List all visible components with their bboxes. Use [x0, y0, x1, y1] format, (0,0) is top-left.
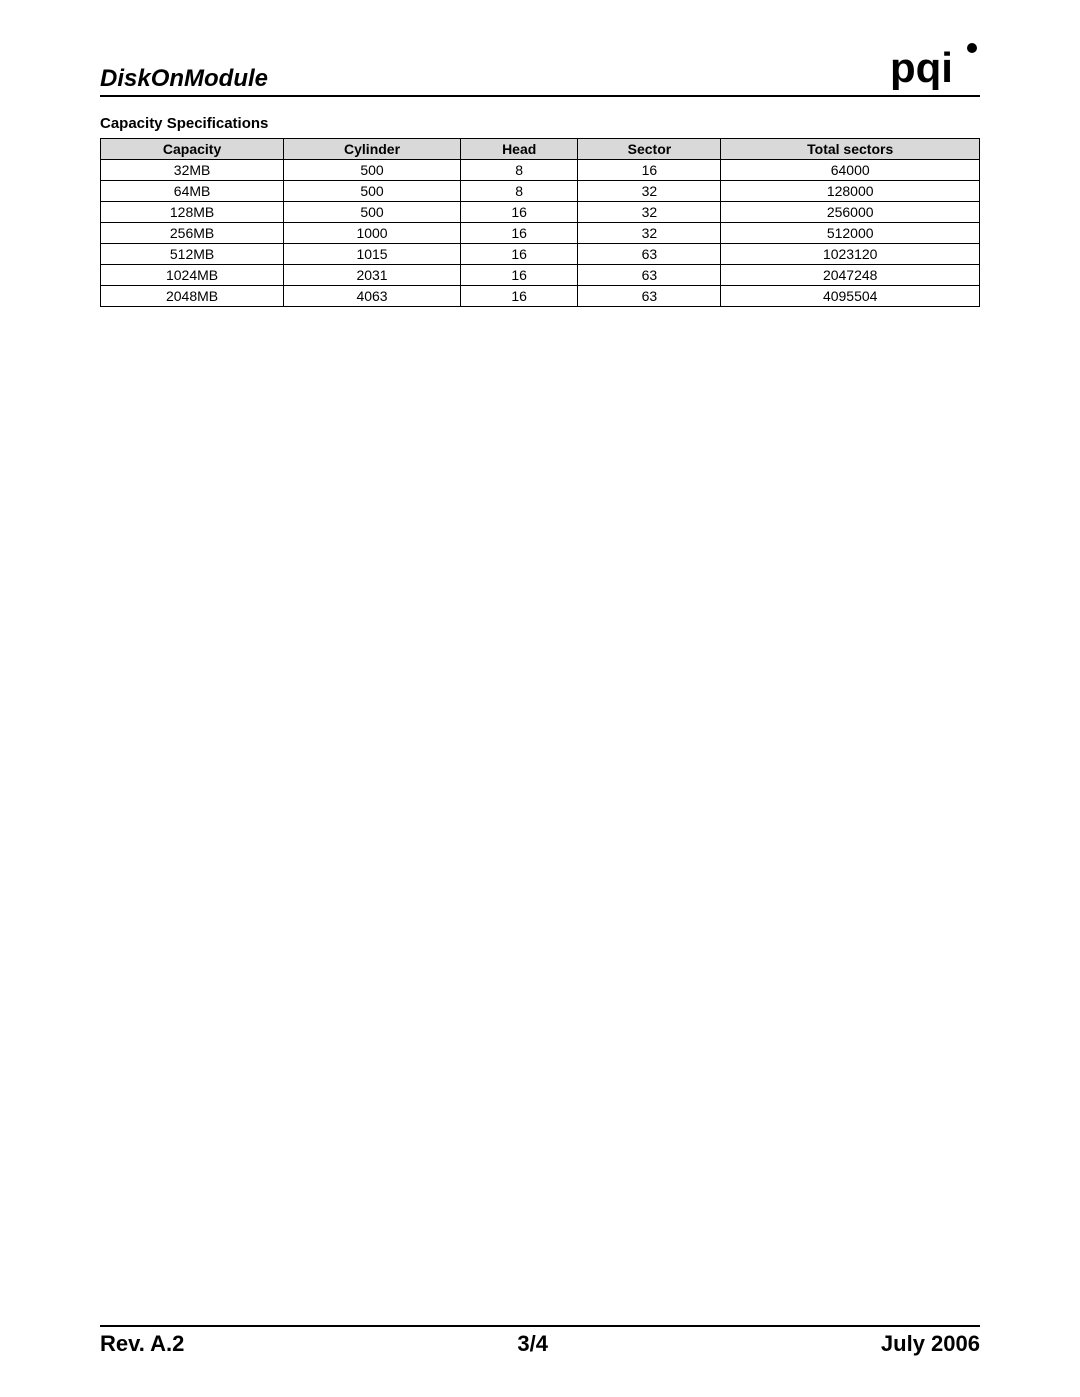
capacity-table: Capacity Cylinder Head Sector Total sect…: [100, 138, 980, 307]
section-title: Capacity Specifications: [100, 115, 980, 132]
table-row: 2048MB406316634095504: [101, 286, 980, 307]
table-cell: 2031: [284, 265, 461, 286]
table-cell: 32MB: [101, 160, 284, 181]
table-cell: 512000: [721, 223, 980, 244]
table-cell: 128MB: [101, 202, 284, 223]
col-total-sectors: Total sectors: [721, 139, 980, 160]
table-cell: 32: [578, 223, 721, 244]
table-cell: 2047248: [721, 265, 980, 286]
table-cell: 16: [578, 160, 721, 181]
table-row: 128MB5001632256000: [101, 202, 980, 223]
table-header-row: Capacity Cylinder Head Sector Total sect…: [101, 139, 980, 160]
table-cell: 16: [460, 265, 578, 286]
svg-text:pqi: pqi: [890, 44, 953, 90]
table-cell: 128000: [721, 181, 980, 202]
brand-logo: pqi ®: [890, 40, 980, 95]
col-cylinder: Cylinder: [284, 139, 461, 160]
table-cell: 16: [460, 286, 578, 307]
table-cell: 64MB: [101, 181, 284, 202]
document-title: DiskOnModule: [100, 65, 268, 93]
table-row: 256MB10001632512000: [101, 223, 980, 244]
footer-rev: Rev. A.2: [100, 1331, 184, 1357]
table-cell: 1015: [284, 244, 461, 265]
table-cell: 8: [460, 160, 578, 181]
col-capacity: Capacity: [101, 139, 284, 160]
table-cell: 500: [284, 202, 461, 223]
table-cell: 16: [460, 244, 578, 265]
table-cell: 16: [460, 223, 578, 244]
footer-date: July 2006: [881, 1331, 980, 1357]
table-cell: 2048MB: [101, 286, 284, 307]
table-cell: 63: [578, 244, 721, 265]
table-cell: 1000: [284, 223, 461, 244]
table-cell: 32: [578, 181, 721, 202]
table-body: 32MB5008166400064MB500832128000128MB5001…: [101, 160, 980, 307]
table-cell: 256MB: [101, 223, 284, 244]
header: DiskOnModule pqi ®: [100, 40, 980, 97]
table-cell: 63: [578, 286, 721, 307]
table-cell: 4095504: [721, 286, 980, 307]
page: DiskOnModule pqi ® Capacity Specificatio…: [100, 40, 980, 1357]
table-cell: 512MB: [101, 244, 284, 265]
table-cell: 256000: [721, 202, 980, 223]
table-cell: 64000: [721, 160, 980, 181]
table-cell: 8: [460, 181, 578, 202]
table-cell: 1023120: [721, 244, 980, 265]
table-cell: 32: [578, 202, 721, 223]
table-cell: 500: [284, 160, 461, 181]
table-row: 32MB50081664000: [101, 160, 980, 181]
footer: Rev. A.2 3/4 July 2006: [100, 1325, 980, 1357]
col-sector: Sector: [578, 139, 721, 160]
table-row: 1024MB203116632047248: [101, 265, 980, 286]
table-cell: 1024MB: [101, 265, 284, 286]
table-row: 512MB101516631023120: [101, 244, 980, 265]
footer-page: 3/4: [517, 1331, 548, 1357]
pqi-logo-icon: pqi ®: [890, 40, 980, 90]
table-cell: 16: [460, 202, 578, 223]
table-cell: 500: [284, 181, 461, 202]
table-cell: 4063: [284, 286, 461, 307]
table-row: 64MB500832128000: [101, 181, 980, 202]
col-head: Head: [460, 139, 578, 160]
table-cell: 63: [578, 265, 721, 286]
